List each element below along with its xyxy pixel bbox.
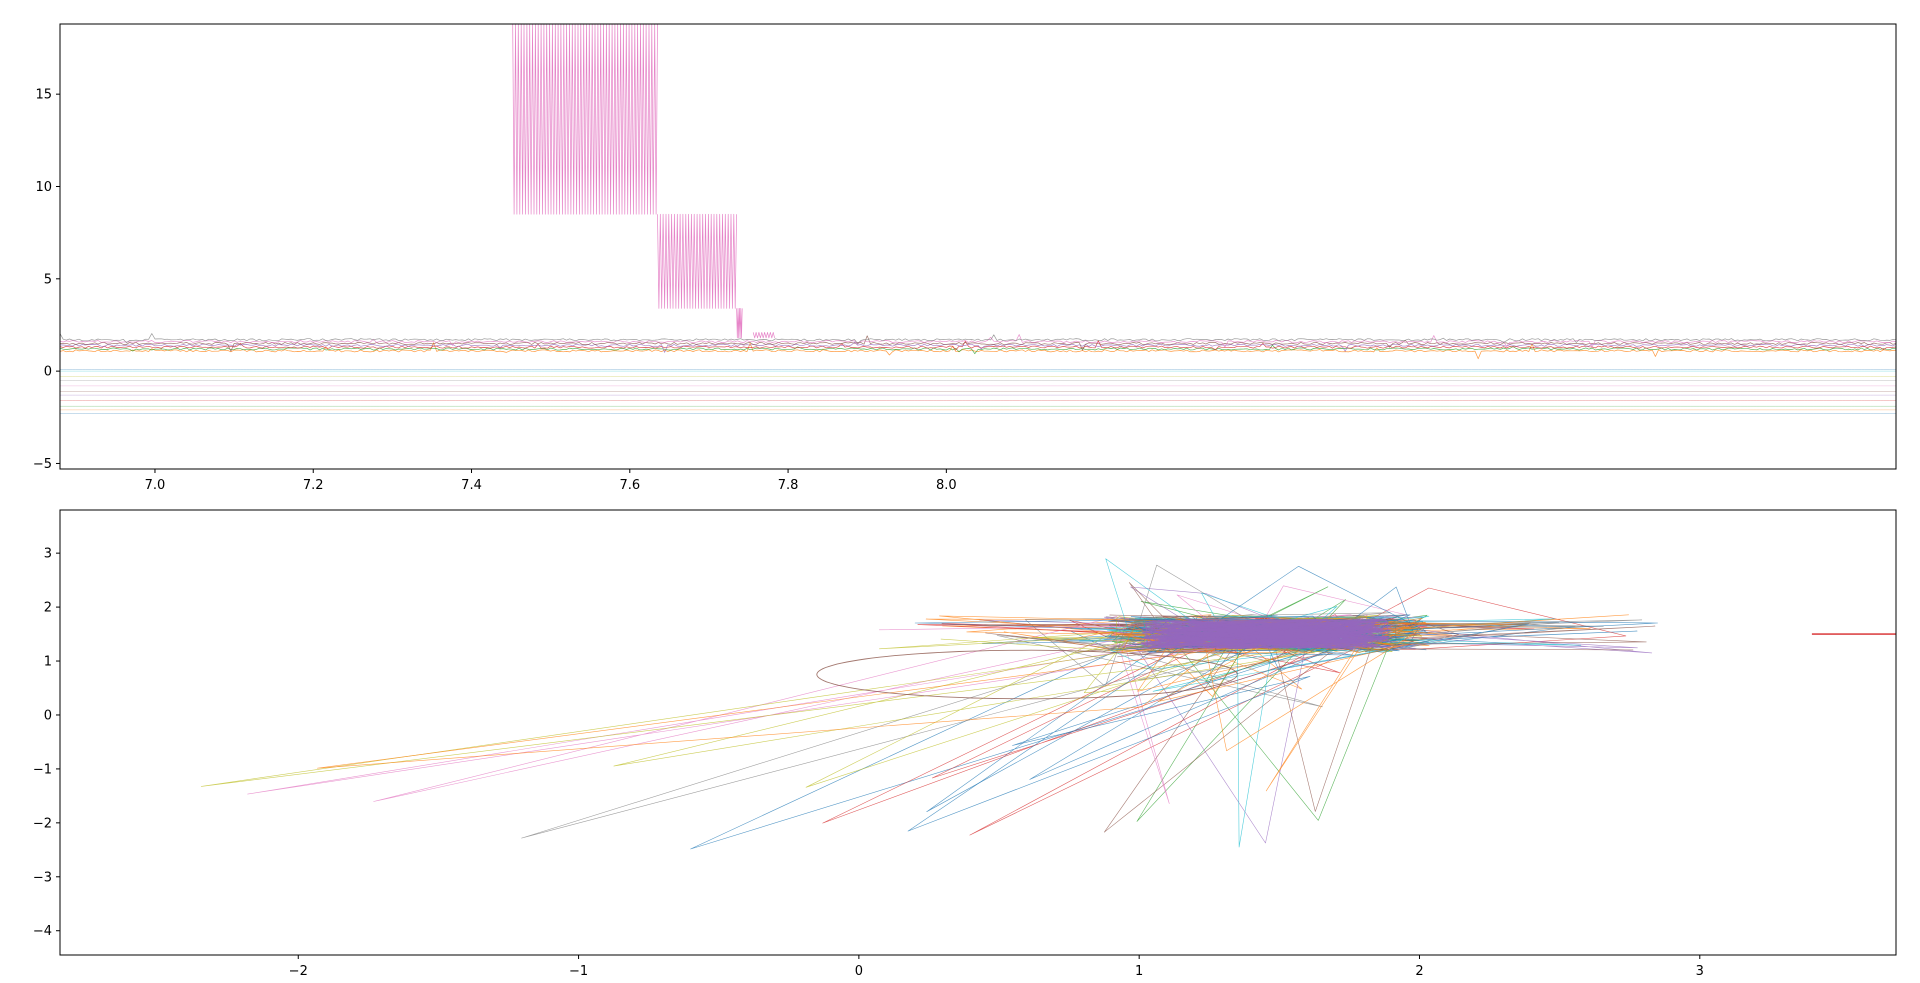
top-trace-group	[60, 24, 1896, 414]
y-tick-label: 1	[44, 655, 52, 670]
orbit-line	[816, 649, 1238, 700]
y-tick-label: −3	[33, 870, 52, 885]
x-tick-label: 7.6	[619, 478, 640, 493]
y-tick-label: 5	[44, 272, 52, 287]
bottom-trace-group	[200, 558, 1896, 850]
trajectory-line	[521, 564, 1643, 839]
y-tick-label: −2	[33, 816, 52, 831]
y-tick-label: −5	[33, 457, 52, 472]
series-line	[60, 344, 1896, 355]
bottom-plot-x-ticks: −2 −1 0 1 2 3	[289, 955, 1704, 979]
y-tick-label: 15	[35, 88, 52, 103]
x-tick-label: 1	[1135, 964, 1143, 979]
highlight-series-line	[512, 24, 658, 215]
bottom-plot-frame	[59, 509, 1897, 956]
cluster-line	[1141, 618, 1392, 650]
x-tick-label: 7.2	[303, 478, 324, 493]
x-tick-label: 0	[855, 964, 863, 979]
series-line	[60, 333, 1896, 345]
top-plot-x-ticks: 7.0 7.2 7.4 7.6 7.8 8.0	[145, 469, 957, 493]
x-tick-label: −2	[289, 964, 308, 979]
highlight-series-line	[657, 213, 737, 309]
series-line	[60, 334, 1896, 348]
series-line	[60, 340, 1896, 351]
x-tick-label: 2	[1415, 964, 1423, 979]
y-tick-label: 10	[35, 180, 52, 195]
x-tick-label: 8.0	[936, 478, 957, 493]
bottom-plot-y-ticks: −4 −3 −2 −1 0 1 2 3	[33, 547, 60, 939]
top-time-series-plot: 7.0 7.2 7.4 7.6 7.8 8.0 −5 0 5 10 15	[33, 23, 1897, 493]
x-tick-label: 7.4	[461, 478, 482, 493]
x-tick-label: 3	[1696, 964, 1704, 979]
y-tick-label: −4	[33, 924, 52, 939]
top-plot-y-ticks: −5 0 5 10 15	[33, 88, 60, 472]
y-tick-label: −1	[33, 762, 52, 777]
top-plot-traces	[60, 24, 1896, 414]
series-line	[60, 342, 1896, 360]
y-tick-label: 0	[44, 365, 52, 380]
y-tick-label: 3	[44, 547, 52, 562]
x-tick-label: 7.0	[145, 478, 166, 493]
top-plot-frame	[59, 23, 1897, 470]
highlight-series-line	[736, 308, 743, 339]
series-line	[60, 341, 1896, 353]
highlight-series-line	[752, 332, 775, 339]
y-tick-label: 0	[44, 708, 52, 723]
bottom-plot-traces	[200, 558, 1896, 850]
bottom-trajectory-plot: −2 −1 0 1 2 3 −4 −3 −2 −1 0 1 2 3	[33, 509, 1897, 979]
x-tick-label: −1	[569, 964, 588, 979]
y-tick-label: 2	[44, 601, 52, 616]
x-tick-label: 7.8	[778, 478, 799, 493]
series-line	[60, 335, 1896, 352]
